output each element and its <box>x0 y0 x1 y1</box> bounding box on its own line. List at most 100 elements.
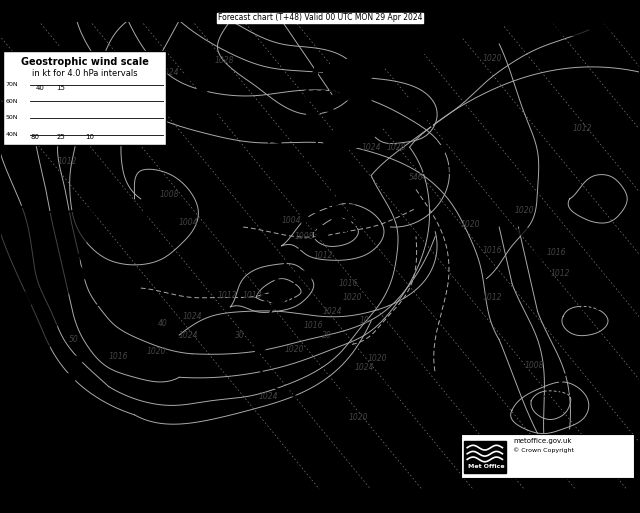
Text: H: H <box>431 139 446 157</box>
Polygon shape <box>270 135 281 144</box>
Polygon shape <box>490 180 509 189</box>
Polygon shape <box>406 366 417 374</box>
Polygon shape <box>316 232 328 241</box>
Text: 1016: 1016 <box>483 246 502 255</box>
Polygon shape <box>296 271 311 282</box>
Text: 1012: 1012 <box>218 291 237 300</box>
Polygon shape <box>172 100 193 119</box>
Text: L: L <box>343 62 355 80</box>
Text: 20: 20 <box>321 330 332 340</box>
Text: 1029: 1029 <box>124 234 158 248</box>
Polygon shape <box>287 253 299 262</box>
Polygon shape <box>298 393 309 401</box>
Text: 1020: 1020 <box>483 53 502 63</box>
Text: 40N: 40N <box>6 132 19 137</box>
Polygon shape <box>504 205 520 212</box>
Text: 1024: 1024 <box>160 68 179 76</box>
Polygon shape <box>314 392 326 400</box>
Polygon shape <box>308 199 319 213</box>
Text: 1008: 1008 <box>294 232 314 241</box>
Polygon shape <box>333 210 344 218</box>
Text: 1032: 1032 <box>303 89 337 102</box>
Polygon shape <box>79 269 95 280</box>
Polygon shape <box>38 46 93 68</box>
Text: 546: 546 <box>409 173 423 182</box>
Polygon shape <box>381 87 394 101</box>
Text: 40: 40 <box>158 319 168 328</box>
Text: 1024: 1024 <box>355 363 374 372</box>
Polygon shape <box>289 126 299 135</box>
Text: 1005: 1005 <box>543 387 577 400</box>
Polygon shape <box>413 349 422 359</box>
Text: Forecast chart (T+48) Valid 00 UTC MON 29 Apr 2024: Forecast chart (T+48) Valid 00 UTC MON 2… <box>218 13 422 23</box>
Text: 70N: 70N <box>6 82 19 87</box>
Text: Met Office: Met Office <box>468 464 505 469</box>
Text: 1020: 1020 <box>342 293 362 302</box>
Bar <box>464 441 506 473</box>
Polygon shape <box>415 109 433 120</box>
Text: 1016: 1016 <box>547 248 566 258</box>
Text: 1020: 1020 <box>368 354 387 363</box>
Text: © Crown Copyright: © Crown Copyright <box>513 448 574 453</box>
Polygon shape <box>0 360 3 368</box>
Polygon shape <box>147 68 160 71</box>
Text: 1012: 1012 <box>58 157 77 166</box>
Polygon shape <box>307 21 525 150</box>
Polygon shape <box>364 384 375 392</box>
Text: 1020: 1020 <box>461 220 480 229</box>
Text: L: L <box>589 275 601 293</box>
Text: 1028: 1028 <box>214 56 234 65</box>
Text: 1012: 1012 <box>483 293 502 302</box>
Text: L: L <box>52 360 63 378</box>
Polygon shape <box>468 156 492 167</box>
Text: 1020: 1020 <box>349 412 368 422</box>
Text: 1028: 1028 <box>387 143 406 152</box>
Text: 1024: 1024 <box>179 330 198 340</box>
Text: 1004: 1004 <box>282 215 301 225</box>
Text: 10: 10 <box>360 317 370 325</box>
Polygon shape <box>333 196 344 206</box>
Polygon shape <box>315 152 325 156</box>
Polygon shape <box>305 156 316 161</box>
Text: L: L <box>343 193 355 211</box>
Polygon shape <box>316 57 328 67</box>
Text: 80: 80 <box>31 134 40 140</box>
Polygon shape <box>273 299 284 307</box>
Text: 1004: 1004 <box>179 218 198 227</box>
Text: 1000: 1000 <box>261 293 296 306</box>
Text: 1020: 1020 <box>147 347 166 356</box>
Polygon shape <box>193 65 219 117</box>
Text: 1025: 1025 <box>95 295 129 309</box>
Polygon shape <box>280 283 295 294</box>
Polygon shape <box>306 110 317 120</box>
Text: 1008: 1008 <box>578 164 612 177</box>
Polygon shape <box>517 228 532 235</box>
Polygon shape <box>278 386 289 394</box>
Polygon shape <box>259 330 270 339</box>
Text: 1030: 1030 <box>226 444 260 457</box>
Polygon shape <box>307 115 318 124</box>
Polygon shape <box>184 62 204 82</box>
Text: L: L <box>589 139 601 157</box>
Text: 1016: 1016 <box>80 122 99 131</box>
Polygon shape <box>317 225 327 239</box>
Polygon shape <box>255 362 266 370</box>
Polygon shape <box>194 105 218 121</box>
Polygon shape <box>0 288 32 326</box>
Text: H: H <box>133 210 148 228</box>
Polygon shape <box>355 127 362 135</box>
Bar <box>3 51 166 145</box>
Text: 60N: 60N <box>6 99 19 104</box>
Text: 1016: 1016 <box>304 321 323 330</box>
Polygon shape <box>255 345 266 354</box>
Polygon shape <box>309 74 321 84</box>
Text: 1012: 1012 <box>314 251 333 260</box>
Polygon shape <box>512 21 640 35</box>
Text: L: L <box>554 362 566 380</box>
Polygon shape <box>387 375 398 384</box>
Polygon shape <box>330 179 341 188</box>
Bar <box>461 433 634 478</box>
Text: 1016: 1016 <box>243 291 262 300</box>
Polygon shape <box>20 72 31 77</box>
Polygon shape <box>4 377 15 385</box>
